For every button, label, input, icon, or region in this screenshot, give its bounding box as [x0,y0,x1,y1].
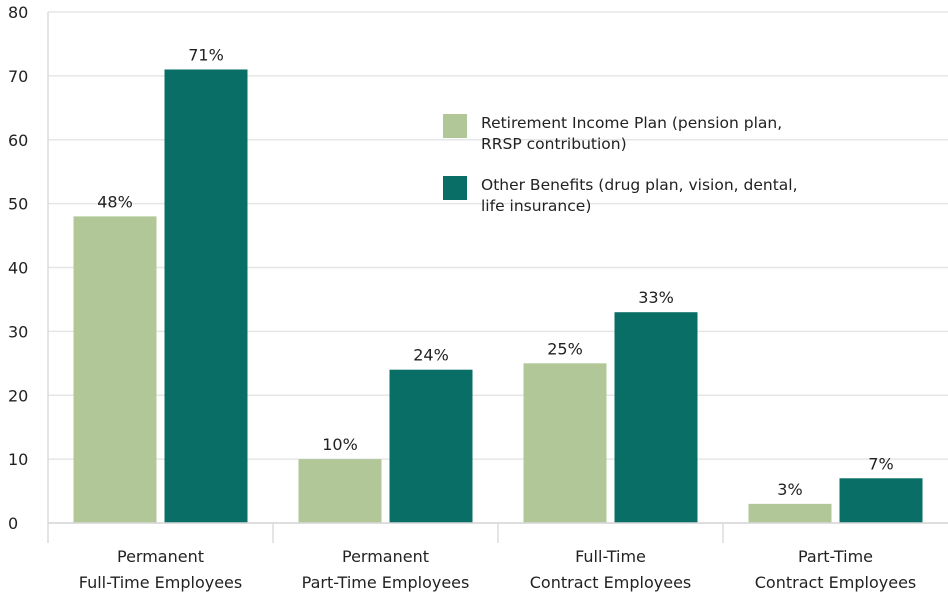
data-label: 7% [868,454,893,473]
y-tick-label: 50 [8,195,28,214]
y-tick-label: 40 [8,259,28,278]
y-tick-label: 10 [8,450,28,469]
legend-label: RRSP contribution) [481,135,627,153]
x-category-label: Contract Employees [530,573,692,592]
data-label: 10% [322,435,358,454]
legend-swatch [443,114,467,138]
bars: 48% 71% 10% 24% 25% 33% 3% 7% [73,45,923,524]
x-category-label: Permanent [117,547,204,566]
data-label: 48% [97,192,133,211]
bar [164,69,248,524]
y-tick-label: 70 [8,67,28,86]
y-tick-label: 30 [8,322,28,341]
bar [523,363,607,523]
legend-label: Retirement Income Plan (pension plan, [481,114,782,132]
data-label: 71% [188,45,224,64]
x-category-label: Part-Time Employees [302,573,470,592]
data-label: 33% [638,288,674,307]
y-axis: 0 10 20 30 40 50 60 70 80 [8,3,49,543]
data-label: 3% [777,480,802,499]
x-category-label: Permanent [342,547,429,566]
y-tick-label: 0 [8,514,18,533]
y-tick-label: 60 [8,131,28,150]
legend-label: Other Benefits (drug plan, vision, denta… [481,176,798,194]
y-tick-label: 80 [8,3,28,22]
data-label: 25% [547,339,583,358]
legend-label: life insurance) [481,197,591,215]
x-category-label: Full-Time [575,547,646,566]
bar [614,312,698,523]
data-label: 24% [413,346,449,365]
x-category-label: Full-Time Employees [79,573,242,592]
legend-swatch [443,176,467,200]
y-tick-label: 20 [8,386,28,405]
bar [748,503,832,523]
x-category-label: Contract Employees [755,573,917,592]
x-axis: Permanent Full-Time Employees Permanent Par… [48,522,948,592]
bar [73,216,157,523]
x-category-label: Part-Time [798,547,873,566]
bar [389,369,473,523]
bar [298,459,382,523]
legend: Retirement Income Plan (pension plan, RRS… [443,114,798,215]
bar [839,478,923,523]
